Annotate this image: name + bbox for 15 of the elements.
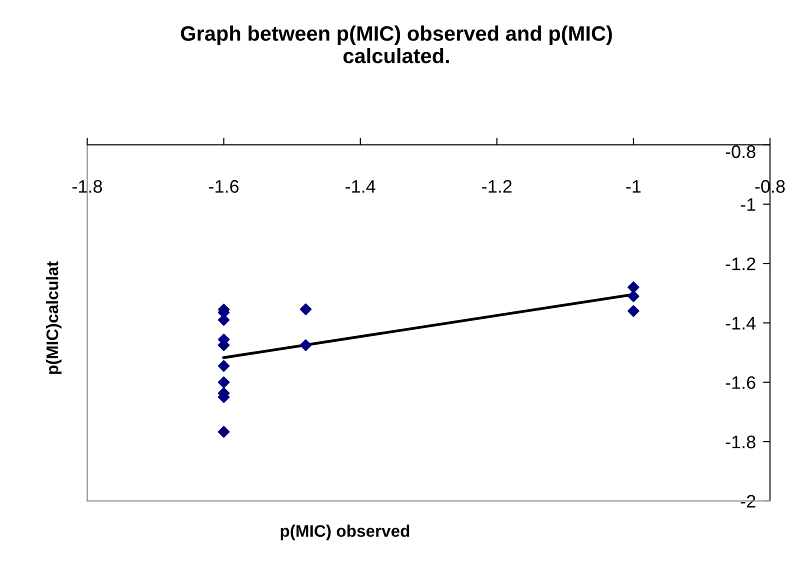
x-tick-label: -1.2 <box>482 180 512 193</box>
y-tick-label: -1.2 <box>726 257 756 270</box>
x-tick-label: -1 <box>626 180 641 193</box>
y-tick-label: -0.8 <box>726 145 756 158</box>
y-tick-label: -1.4 <box>726 317 756 330</box>
chart-title: Graph between p(MIC) observed and p(MIC) calculated. <box>180 26 612 64</box>
x-tick-label: -1.4 <box>346 180 376 193</box>
x-axis-title: p(MIC) observed <box>280 524 410 540</box>
y-tick-label: -1.8 <box>726 436 756 448</box>
y-tick-label: -1 <box>740 198 756 211</box>
x-tick-label: -1.6 <box>209 180 239 193</box>
y-tick-label: -2 <box>740 494 756 508</box>
y-axis-title: p(MIC)calculat <box>46 261 62 374</box>
x-tick-label: -1.8 <box>72 180 102 193</box>
y-tick-label: -1.6 <box>726 376 756 389</box>
